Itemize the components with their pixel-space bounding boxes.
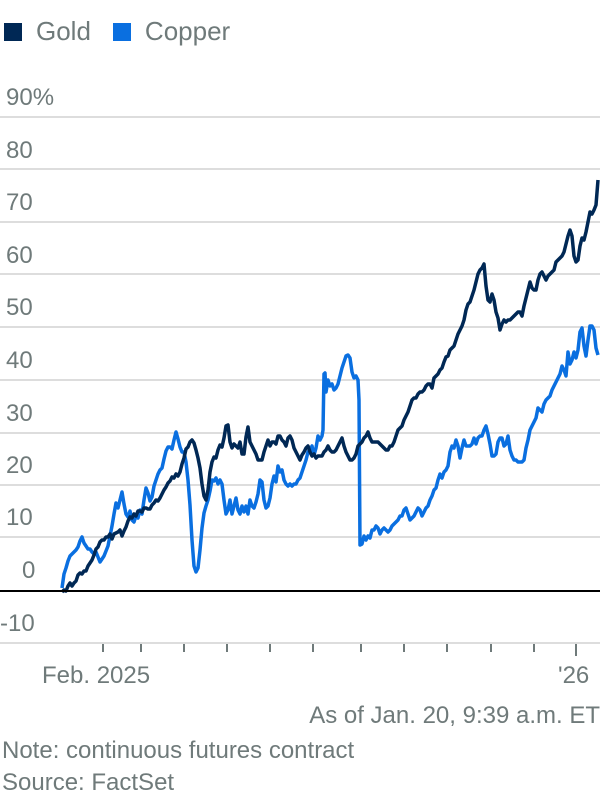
y-tick-40: 40 [6,347,33,374]
footnote: Note: continuous futures contract [2,737,355,764]
as-of-timestamp: As of Jan. 20, 9:39 a.m. ET [309,702,600,729]
legend-label-copper: Copper [144,16,231,46]
legend-item-copper: Copper [112,16,231,47]
legend-label-gold: Gold [36,16,91,46]
chart-legend: Gold Copper [4,16,252,47]
y-tick-50: 50 [6,294,33,321]
legend-item-gold: Gold [4,16,91,47]
copper-swatch-icon [112,22,131,41]
y-tick-80: 80 [6,137,33,164]
x-label-26: '26 [558,662,590,689]
gold-swatch-icon [4,22,22,41]
y-tick-70: 70 [6,189,33,216]
x-axis-ticks [102,644,577,656]
y-tick-30: 30 [6,400,33,427]
source-credit: Source: FactSet [2,769,175,796]
y-tick-10: 10 [6,504,33,531]
y-tick-0: 0 [22,557,36,584]
y-tick-neg10: -10 [0,610,35,637]
y-tick-90: 90% [6,84,55,111]
y-tick-20: 20 [6,452,33,479]
x-label-feb-2025: Feb. 2025 [42,662,151,689]
y-tick-60: 60 [6,242,33,269]
copper-line [60,324,600,589]
gold-line [60,179,600,594]
